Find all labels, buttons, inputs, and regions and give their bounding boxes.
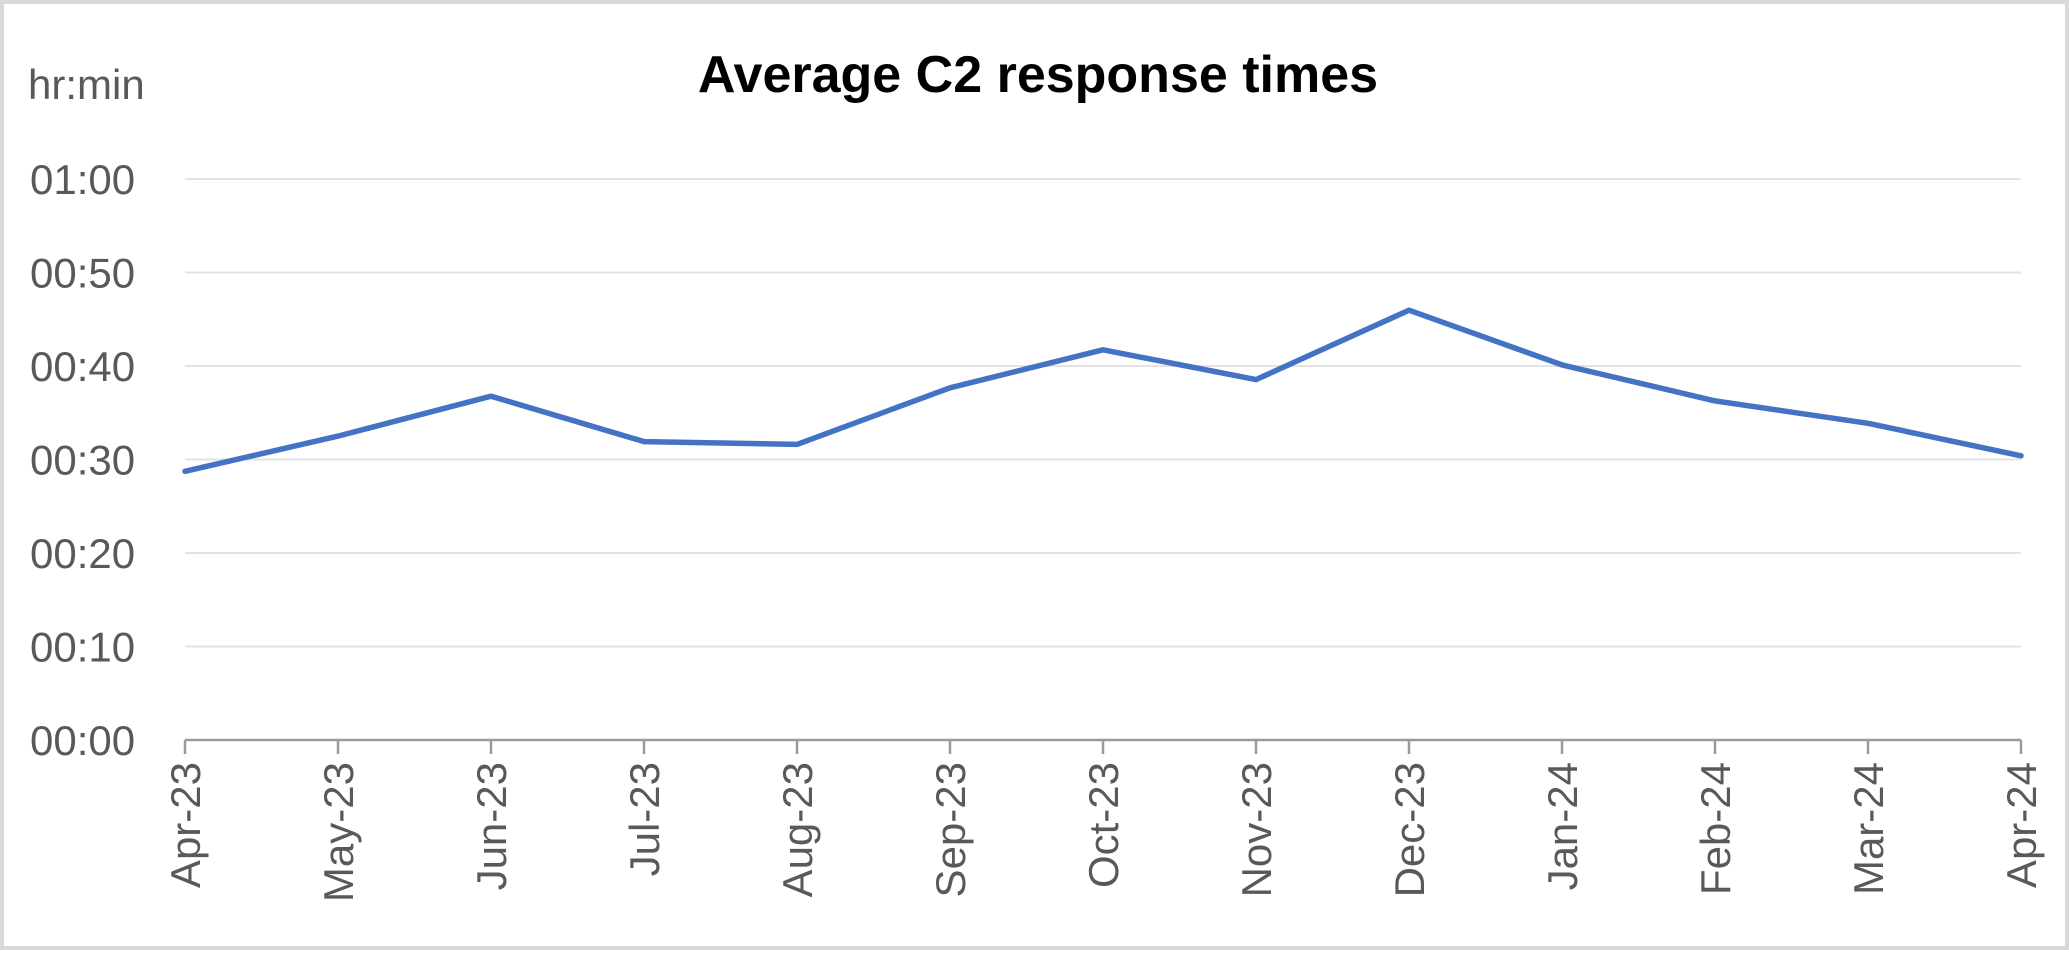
data-point: [1865, 420, 1871, 426]
data-point: [1559, 362, 1565, 368]
data-point: [1406, 307, 1412, 313]
data-point: [641, 438, 647, 445]
x-tick-label: Feb-24: [1692, 762, 1739, 895]
x-tick-label: Aug-23: [774, 762, 821, 897]
y-tick-label: 00:30: [30, 437, 135, 484]
data-point: [1253, 376, 1259, 383]
x-tick-label: Sep-23: [927, 762, 974, 897]
y-tick-label: 00:20: [30, 530, 135, 577]
y-tick-label: 00:10: [30, 624, 135, 671]
data-point: [488, 393, 494, 399]
data-point: [2018, 453, 2024, 459]
data-point: [1100, 347, 1106, 353]
series-line: [182, 307, 2024, 475]
x-tick-label: Nov-23: [1233, 762, 1280, 897]
series: [182, 307, 2024, 475]
y-tick-label: 01:00: [30, 156, 135, 203]
x-tick-label: Oct-23: [1080, 762, 1127, 888]
x-tick-label: Mar-24: [1845, 762, 1892, 895]
y-tick-label: 00:00: [30, 717, 135, 764]
x-tick-label: Dec-23: [1386, 762, 1433, 897]
x-tick-label: Jun-23: [468, 762, 515, 890]
chart-title: Average C2 response times: [698, 46, 1378, 104]
data-point: [1712, 398, 1718, 404]
gridlines: [185, 178, 2021, 648]
data-point: [182, 468, 188, 474]
data-point: [335, 433, 341, 439]
axes: 00:00 00:10 00:20 00:30 00:40 00:50 01:00 Apr-2…: [30, 156, 2045, 902]
x-tick-label: May-23: [315, 762, 362, 902]
x-tick-label: Apr-24: [1998, 762, 2045, 888]
y-tick-label: 00:40: [30, 343, 135, 390]
x-tick-label: Apr-23: [162, 762, 209, 888]
x-tick-label: Jan-24: [1539, 762, 1586, 890]
x-tick-label: Jul-23: [621, 762, 668, 876]
data-point: [947, 385, 953, 391]
line-chart: 00:00 00:10 00:20 00:30 00:40 00:50 01:00 Apr-2…: [28, 46, 2045, 902]
y-tick-label: 00:50: [30, 250, 135, 297]
y-axis-unit-label: hr:min: [28, 61, 145, 108]
data-point: [794, 441, 800, 447]
